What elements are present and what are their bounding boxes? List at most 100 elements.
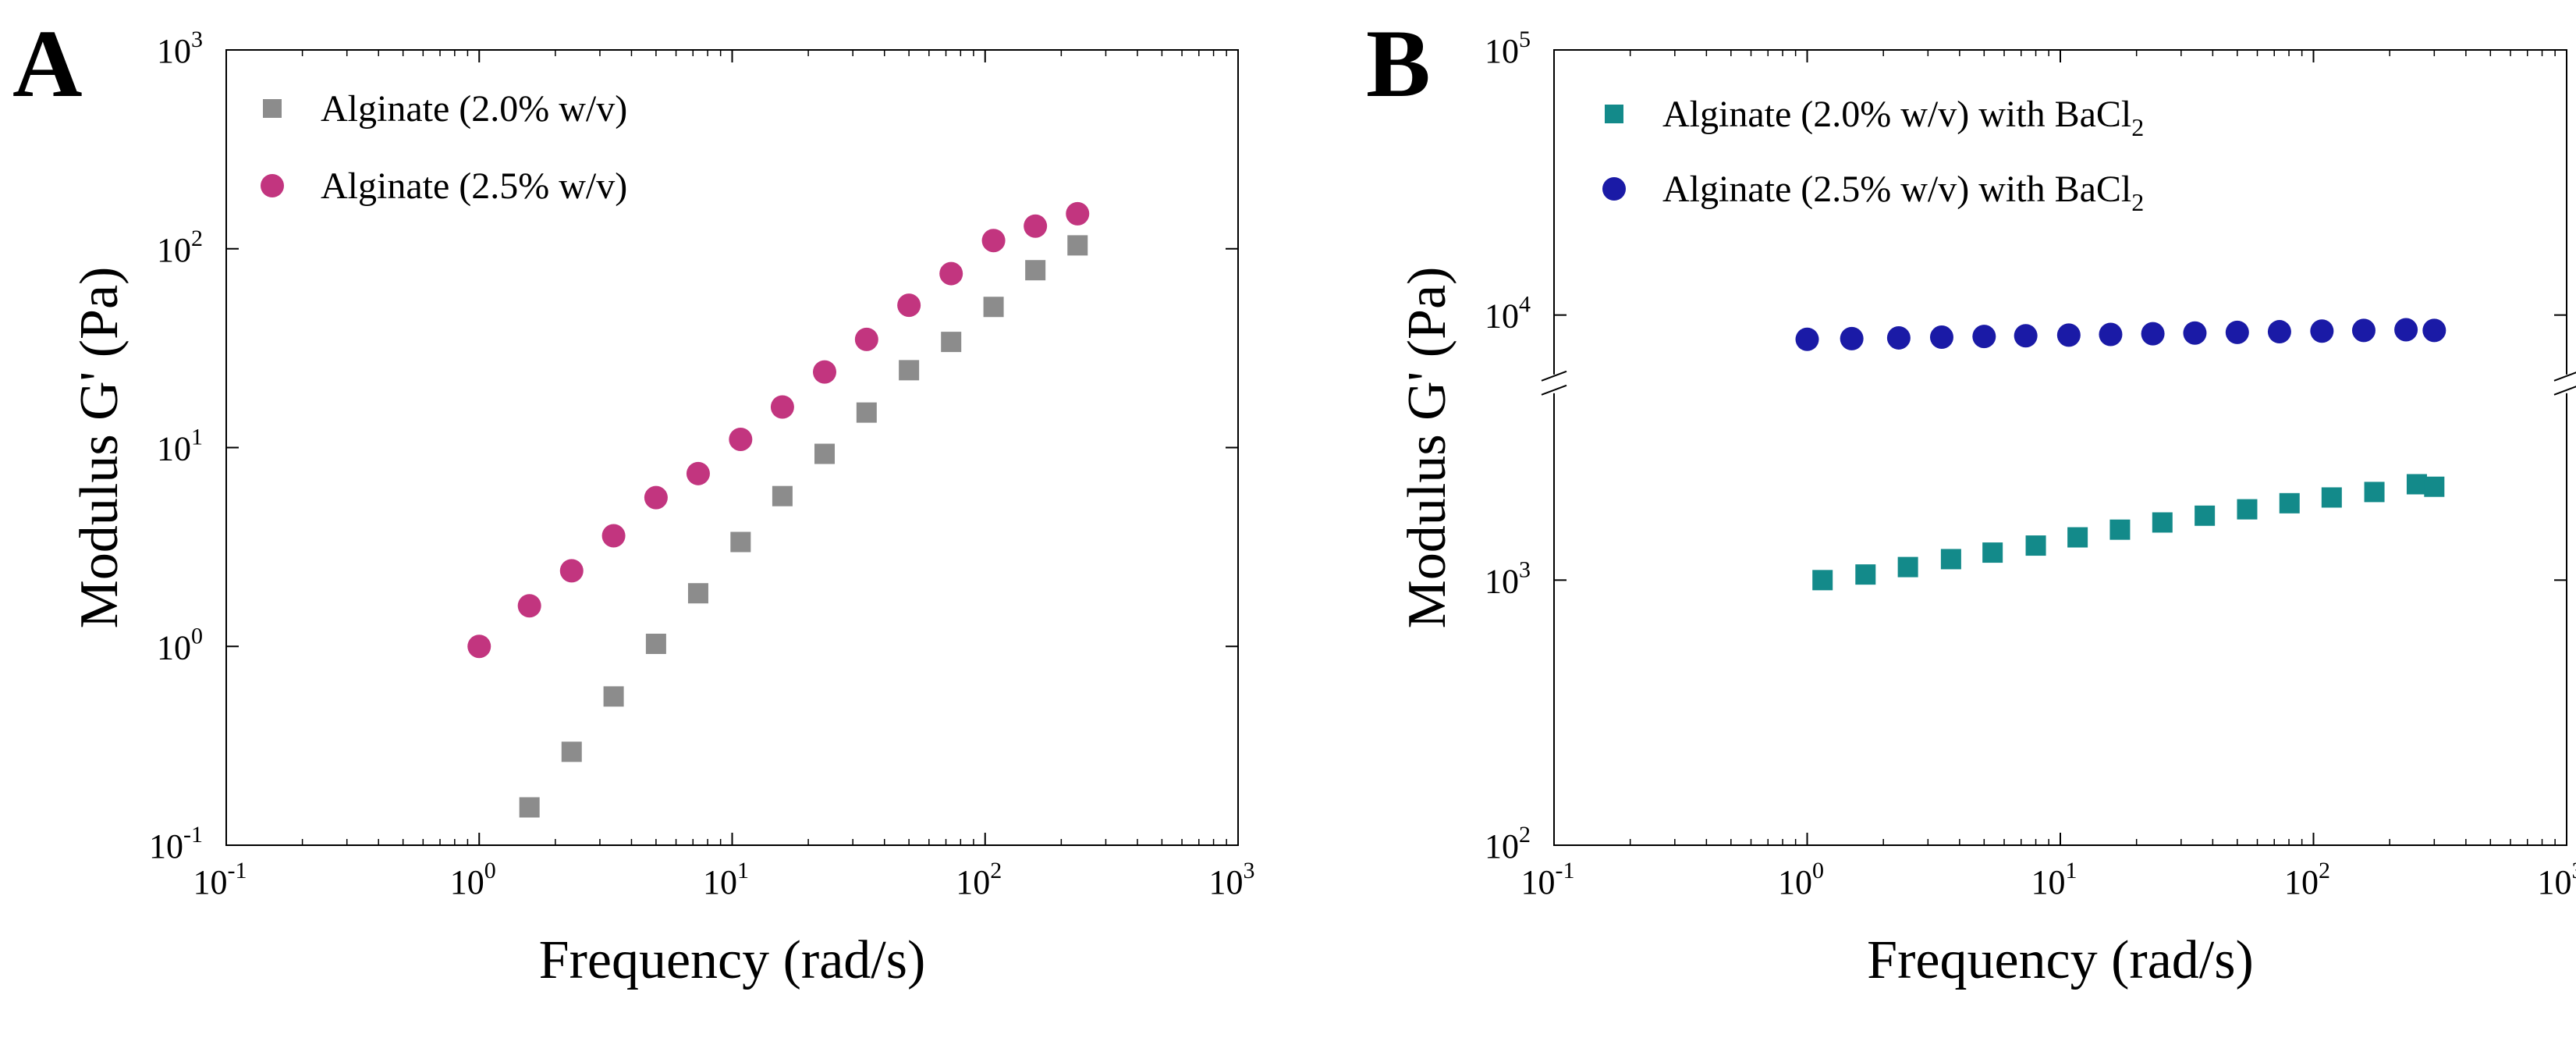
data-point-circle (517, 594, 541, 618)
data-point-square (941, 332, 962, 353)
legend-label: Alginate (2.5% w/v) (321, 165, 627, 207)
data-point-circle (854, 327, 878, 351)
data-point-square (2321, 487, 2342, 508)
x-tick-label: 100 (450, 858, 496, 901)
data-point-square (1025, 260, 1046, 281)
data-point-square (687, 583, 708, 604)
data-point-circle (1795, 327, 1819, 351)
data-point-circle (601, 524, 626, 548)
data-point-square (1812, 570, 1833, 591)
data-point-circle (644, 485, 668, 510)
data-point-circle (2141, 322, 2165, 346)
data-point-circle (467, 634, 491, 659)
data-point-circle (2310, 319, 2334, 343)
data-point-square (1897, 556, 1918, 578)
data-point-square (1067, 235, 1088, 256)
x-tick-label: 103 (2538, 858, 2576, 901)
axis-break-mark (1541, 370, 1567, 382)
data-point-circle (2225, 320, 2249, 344)
data-point-square (2025, 535, 2046, 556)
y-axis-title: Modulus G' (Pa) (1397, 267, 1457, 629)
data-point-circle (2351, 318, 2376, 343)
data-point-circle (1886, 325, 1911, 350)
data-point-square (1940, 549, 1961, 570)
data-point-circle (813, 360, 837, 384)
data-point-square (2364, 482, 2385, 503)
x-tick-label: 10-1 (193, 858, 247, 901)
data-point-square (2406, 474, 2427, 495)
y-tick-label: 102 (157, 226, 203, 269)
data-point-square (603, 686, 624, 707)
data-point-circle (939, 261, 963, 286)
legend-marker-circle (1602, 177, 1626, 201)
legend-marker-square (263, 99, 282, 118)
data-point-square (730, 531, 751, 553)
data-point-square (2279, 492, 2300, 514)
x-axis-title: Frequency (rad/s) (539, 930, 926, 990)
data-point-circle (1024, 214, 1048, 238)
panel-label-b: B (1366, 10, 1431, 117)
y-axis-title: Modulus G' (Pa) (69, 267, 130, 629)
data-point-square (1855, 564, 1876, 585)
y-tick-label: 104 (1485, 292, 1531, 336)
data-point-circle (981, 229, 1006, 253)
data-point-circle (729, 427, 753, 451)
data-point-square (2237, 499, 2258, 520)
data-point-square (983, 297, 1004, 318)
data-point-square (645, 633, 666, 654)
data-point-circle (2183, 321, 2207, 345)
data-point-circle (559, 559, 584, 583)
x-tick-label: 102 (956, 858, 1002, 901)
data-point-square (2152, 512, 2173, 533)
data-point-circle (2014, 324, 2038, 348)
data-point-circle (686, 461, 710, 485)
data-point-square (519, 797, 540, 818)
panel-label-a: A (12, 10, 83, 117)
axis-break-mark (1541, 384, 1567, 396)
data-point-circle (1929, 325, 1953, 350)
legend-marker-circle (261, 174, 284, 197)
data-point-circle (770, 395, 794, 419)
data-point-square (814, 443, 836, 464)
legend-marker-square (1605, 105, 1623, 123)
data-point-circle (1972, 325, 1996, 349)
y-tick-label: 105 (1485, 27, 1531, 70)
axis-break-mark (2553, 386, 2576, 396)
chart-panel-a: A 10-1 100 101 102 103 10-1 100 101 102 103 Freque… (12, 10, 1255, 991)
x-tick-label: 101 (703, 858, 749, 901)
data-point-square (2067, 527, 2088, 548)
y-tick-label: 10-1 (149, 822, 203, 866)
x-axis-title: Frequency (rad/s) (1867, 930, 2254, 990)
y-tick-label: 103 (1485, 556, 1531, 600)
legend-label: Alginate (2.0% w/v) (321, 88, 627, 130)
data-point-circle (897, 293, 921, 318)
chart-a-svg: 10-1 100 101 102 103 10-1 100 101 102 103 Frequenc… (69, 27, 1255, 990)
data-point-square (1982, 542, 2003, 563)
axis-break-mark (2553, 371, 2576, 382)
x-tick-label: 10-1 (1521, 858, 1575, 901)
legend-label: Alginate (2.5% w/v) with BaCl2 (1662, 169, 2144, 216)
data-point-square (899, 360, 920, 381)
y-tick-label: 101 (157, 425, 203, 468)
data-point-square (2109, 519, 2131, 540)
data-point-square (772, 485, 793, 507)
x-tick-label: 100 (1778, 858, 1824, 901)
data-point-square (561, 741, 582, 762)
y-tick-label: 100 (157, 623, 203, 666)
x-tick-label: 102 (2284, 858, 2330, 901)
data-point-circle (1066, 201, 1090, 226)
chart-panel-b: B 10-1 100 101 102 103 102 103 104 105 Frequency … (1288, 0, 2576, 1045)
chart-b-svg: 10-1 100 101 102 103 102 103 104 105 Frequency (r… (1397, 27, 2576, 990)
data-point-square (856, 402, 877, 423)
y-tick-label: 103 (157, 27, 203, 70)
data-point-square (2424, 476, 2445, 497)
data-point-circle (2056, 323, 2081, 347)
data-point-circle (1840, 326, 1864, 350)
data-point-square (2195, 505, 2216, 526)
x-tick-label: 103 (1209, 858, 1255, 901)
data-point-circle (2394, 318, 2418, 342)
legend-label: Alginate (2.0% w/v) with BaCl2 (1662, 94, 2144, 141)
data-point-circle (2267, 320, 2291, 344)
y-tick-label: 102 (1485, 822, 1531, 866)
x-tick-label: 101 (2031, 858, 2077, 901)
